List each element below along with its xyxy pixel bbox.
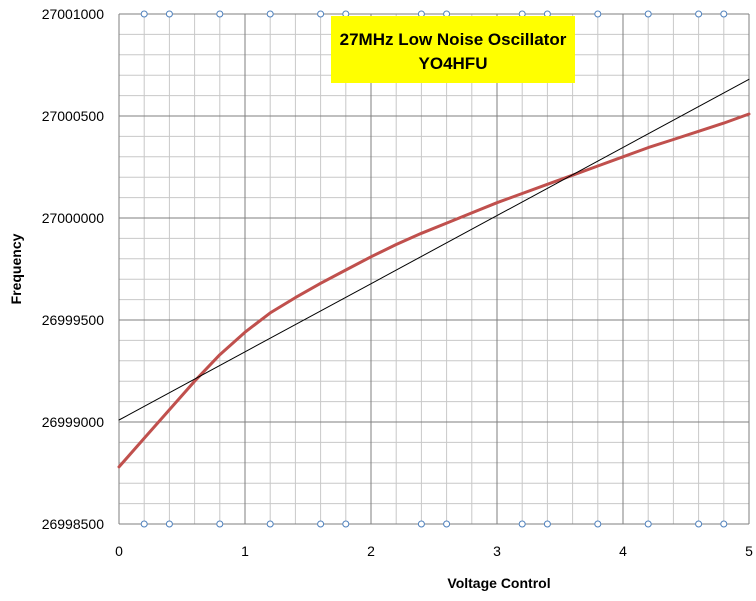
x-tick-label: 4	[619, 543, 627, 559]
edge-marker	[317, 10, 325, 18]
edge-marker	[165, 520, 173, 528]
chart-subtitle: YO4HFU	[419, 54, 488, 73]
x-axis-ticks: 0 1 2 3 4 5	[115, 543, 753, 559]
y-tick-label: 26998500	[42, 516, 105, 532]
markers	[140, 10, 728, 528]
edge-marker	[518, 520, 526, 528]
trend-line	[118, 78, 750, 421]
edge-marker	[216, 10, 224, 18]
edge-marker	[417, 520, 425, 528]
edge-marker	[216, 520, 224, 528]
y-axis-ticks: 26998500 26999000 26999500 27000000 27000500…	[42, 6, 105, 532]
edge-marker	[695, 520, 703, 528]
edge-marker	[720, 10, 728, 18]
edge-marker	[165, 10, 173, 18]
title-box	[331, 16, 575, 83]
edge-marker	[644, 520, 652, 528]
x-tick-label: 2	[367, 543, 375, 559]
y-tick-label: 26999000	[42, 414, 105, 430]
edge-marker	[594, 10, 602, 18]
edge-marker	[594, 520, 602, 528]
edge-marker	[695, 10, 703, 18]
edge-marker	[140, 520, 148, 528]
major-grid	[118, 13, 750, 525]
series-lines	[117, 78, 751, 469]
edge-marker	[720, 520, 728, 528]
edge-marker	[317, 520, 325, 528]
y-tick-label: 27000000	[42, 210, 105, 226]
edge-marker	[443, 520, 451, 528]
x-tick-label: 5	[745, 543, 753, 559]
frequency-curve	[117, 112, 751, 469]
minor-grid	[118, 13, 750, 525]
y-axis-title: Frequency	[8, 233, 24, 304]
x-tick-label: 3	[493, 543, 501, 559]
x-tick-label: 1	[241, 543, 249, 559]
x-tick-label: 0	[115, 543, 123, 559]
edge-marker	[266, 10, 274, 18]
y-tick-label: 26999500	[42, 312, 105, 328]
edge-marker	[140, 10, 148, 18]
x-axis-title: Voltage Control	[447, 575, 550, 591]
edge-marker	[266, 520, 274, 528]
y-tick-label: 27000500	[42, 108, 105, 124]
edge-marker	[644, 10, 652, 18]
edge-marker	[543, 520, 551, 528]
edge-marker	[342, 520, 350, 528]
y-tick-label: 27001000	[42, 6, 105, 22]
chart-title: 27MHz Low Noise Oscillator	[340, 30, 567, 49]
